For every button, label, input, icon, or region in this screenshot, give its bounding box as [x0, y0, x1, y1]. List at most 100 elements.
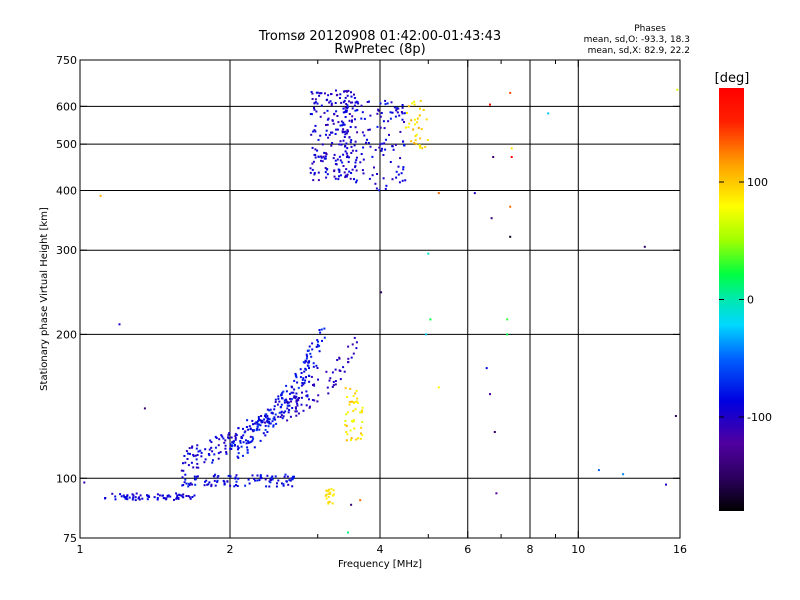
data-point: [331, 502, 334, 505]
data-point: [363, 134, 366, 137]
data-point: [349, 126, 352, 128]
data-point: [489, 103, 491, 106]
data-point: [380, 149, 383, 152]
data-point: [297, 412, 300, 415]
data-point: [290, 385, 293, 388]
data-point: [345, 142, 348, 145]
data-point: [316, 343, 319, 346]
data-point: [317, 378, 319, 381]
data-point: [266, 421, 269, 424]
data-point: [153, 496, 156, 499]
data-point: [313, 102, 316, 105]
x-axis-label: Frequency [MHz]: [338, 559, 422, 570]
data-point: [360, 426, 363, 429]
data-point: [187, 464, 190, 467]
data-point: [302, 361, 305, 364]
data-point: [207, 483, 210, 486]
data-point: [173, 498, 175, 501]
data-point: [348, 100, 351, 103]
data-point: [362, 146, 365, 149]
data-point: [298, 397, 300, 399]
data-point: [253, 477, 256, 480]
data-point: [214, 446, 217, 449]
data-point: [316, 102, 319, 105]
data-point: [319, 331, 322, 334]
data-point: [163, 497, 166, 500]
data-point: [325, 493, 328, 496]
data-point: [252, 437, 255, 440]
data-point: [346, 107, 349, 110]
data-point: [271, 478, 274, 481]
data-point: [378, 189, 381, 192]
data-point: [326, 386, 329, 389]
data-point: [256, 427, 259, 430]
data-point: [309, 167, 312, 170]
data-point: [395, 170, 398, 173]
data-point: [355, 400, 358, 403]
data-point: [207, 453, 210, 455]
data-point: [299, 376, 302, 379]
data-point: [369, 145, 372, 148]
data-point: [229, 484, 232, 487]
data-point: [294, 372, 297, 375]
data-point: [281, 397, 284, 400]
data-point: [308, 406, 311, 409]
data-point: [400, 172, 403, 175]
data-point: [286, 407, 289, 410]
data-point: [366, 101, 369, 103]
data-point: [351, 343, 354, 346]
data-point: [314, 124, 317, 127]
data-point: [224, 444, 227, 447]
data-point: [397, 173, 400, 176]
data-point: [278, 411, 281, 414]
data-point: [277, 395, 280, 398]
colorbar-tick-label: 0: [747, 294, 754, 307]
data-point: [384, 103, 387, 106]
chart-subtitle: RwPretec (8p): [334, 42, 425, 57]
data-point: [325, 153, 328, 156]
data-point: [251, 439, 254, 442]
data-point: [308, 380, 311, 383]
data-point: [227, 474, 230, 477]
data-point: [128, 496, 131, 499]
data-point: [367, 142, 370, 144]
data-point: [339, 370, 342, 372]
data-point: [354, 165, 357, 168]
data-point: [347, 160, 350, 163]
data-point: [267, 425, 270, 428]
data-point: [187, 482, 190, 485]
data-point: [268, 422, 271, 425]
data-point: [305, 376, 307, 379]
data-point: [246, 448, 249, 451]
data-points: [83, 88, 679, 534]
data-point: [280, 411, 283, 414]
data-point: [396, 106, 399, 109]
data-point: [331, 371, 334, 374]
data-point: [405, 126, 407, 129]
data-point: [346, 411, 349, 414]
data-point: [506, 318, 509, 321]
data-point: [350, 120, 353, 123]
data-point: [307, 361, 310, 364]
data-point: [167, 494, 170, 497]
data-point: [282, 483, 285, 486]
data-point: [344, 176, 347, 179]
data-point: [353, 178, 355, 181]
data-point: [180, 494, 182, 497]
data-point: [295, 392, 298, 395]
data-point: [334, 383, 337, 386]
data-point: [258, 479, 261, 482]
data-point: [343, 130, 346, 133]
data-point: [403, 112, 406, 115]
data-point: [268, 409, 271, 412]
data-point: [235, 474, 238, 477]
data-point: [286, 475, 289, 478]
data-point: [419, 107, 421, 110]
data-point: [257, 423, 260, 426]
data-point: [350, 437, 353, 440]
data-point: [368, 177, 371, 180]
data-point: [271, 412, 274, 415]
data-point: [261, 419, 264, 422]
data-point: [366, 138, 368, 141]
data-point: [356, 397, 359, 400]
